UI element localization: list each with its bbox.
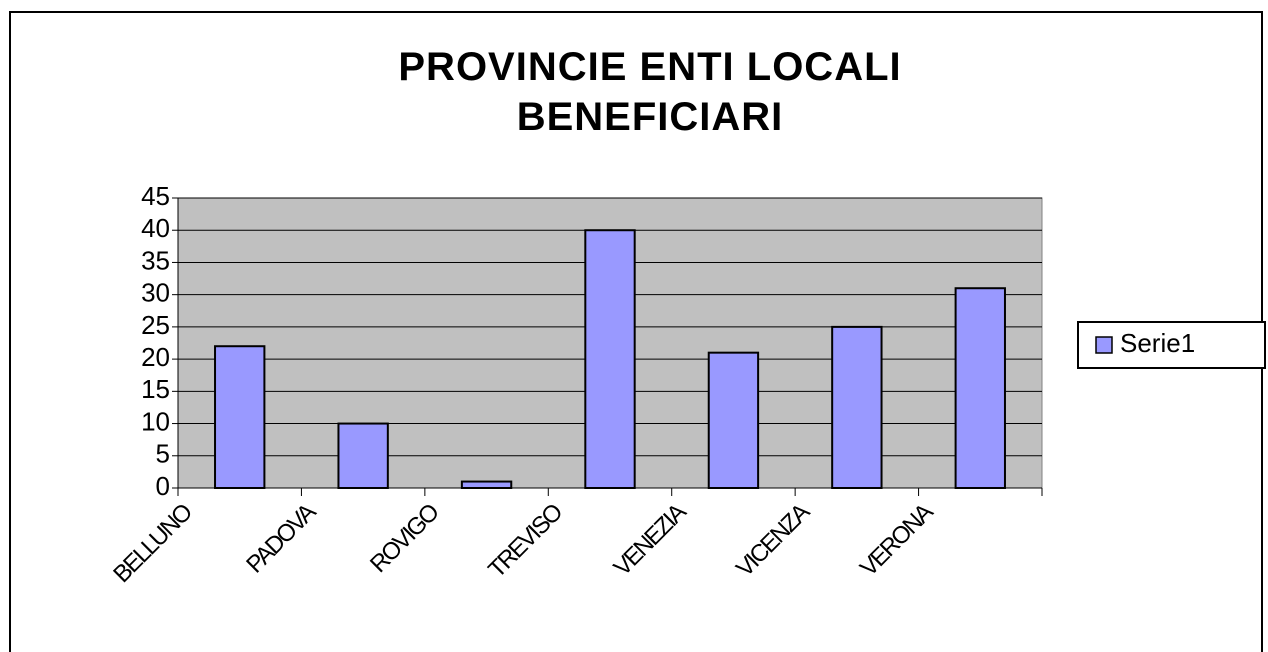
bar <box>460 480 513 489</box>
y-tick-label: 45 <box>141 181 170 211</box>
y-tick-label: 35 <box>141 245 170 275</box>
bar <box>831 325 883 489</box>
y-tick-label: 40 <box>141 213 170 243</box>
y-tick-label: 10 <box>141 406 170 436</box>
legend-swatch <box>1095 336 1113 354</box>
y-tick-label: 20 <box>141 342 170 372</box>
bar <box>954 287 1006 489</box>
bar <box>337 422 389 489</box>
bar <box>584 229 636 489</box>
y-tick-label: 15 <box>141 374 170 404</box>
y-tick-label: 0 <box>156 471 170 501</box>
chart-title: PROVINCIE ENTI LOCALI BENEFICIARI <box>398 45 902 139</box>
y-tick-label: 30 <box>141 278 170 308</box>
y-tick-label: 25 <box>141 310 170 340</box>
y-tick-label: 5 <box>156 439 170 469</box>
bar <box>707 351 760 489</box>
bar <box>214 345 266 489</box>
legend-label: Serie1 <box>1120 328 1195 358</box>
